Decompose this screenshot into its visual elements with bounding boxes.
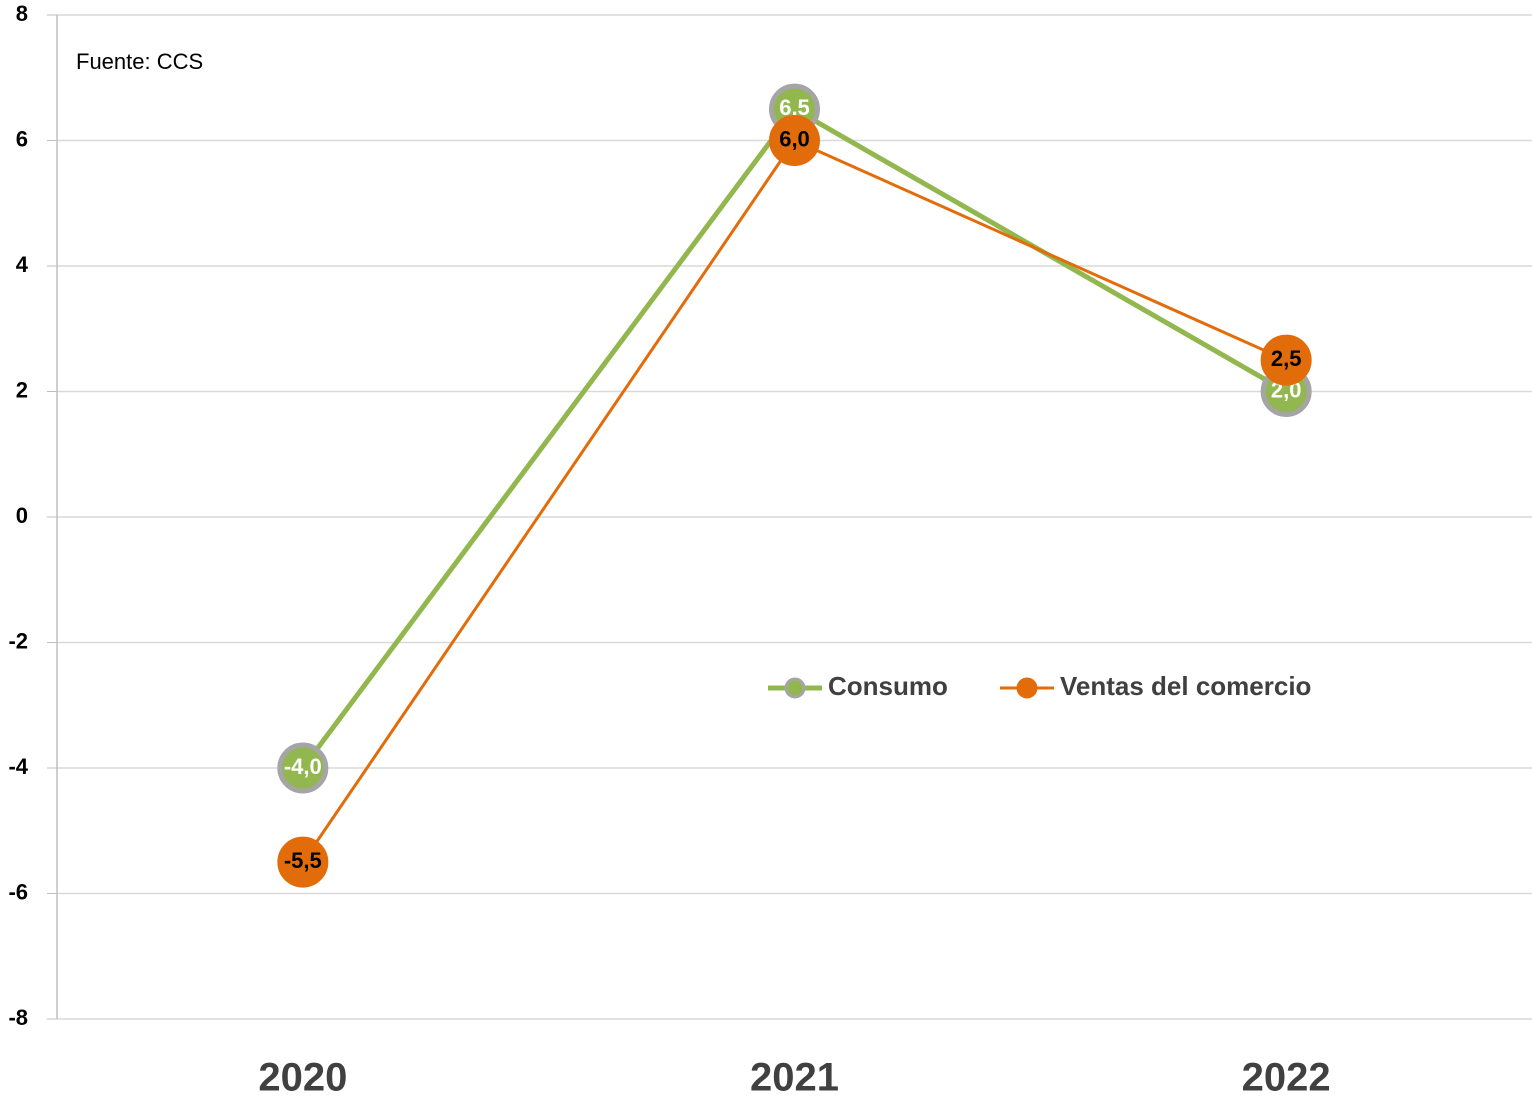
series-line [300, 105, 1288, 770]
y-tick-label: 0 [16, 503, 28, 528]
legend-label: Ventas del comercio [1060, 671, 1311, 701]
y-tick-label: 8 [16, 1, 28, 26]
series-line [301, 138, 1287, 863]
y-tick-label: -6 [8, 879, 28, 904]
y-tick-label: -2 [8, 628, 28, 653]
data-label: 6,0 [779, 126, 810, 151]
marker [277, 742, 329, 794]
legend-label: Consumo [828, 671, 948, 701]
y-tick-label: 6 [16, 126, 28, 151]
marker [1260, 334, 1312, 386]
annotation: Fuente: CCS [76, 49, 203, 74]
x-tick-label: 2020 [258, 1056, 347, 1100]
y-tick-label: -8 [8, 1005, 28, 1030]
y-tick-label: 2 [16, 377, 28, 402]
legend-marker [1016, 677, 1038, 699]
marker [769, 115, 820, 166]
data-label: -4,0 [284, 754, 322, 779]
x-tick-label: 2022 [1242, 1056, 1331, 1100]
legend-marker [784, 677, 806, 699]
marker [277, 836, 329, 888]
data-label: 2,5 [1271, 346, 1302, 371]
y-tick-label: -4 [8, 754, 28, 779]
x-tick-label: 2021 [750, 1056, 839, 1100]
data-label: -5,5 [284, 848, 322, 873]
y-tick-label: 4 [16, 252, 29, 277]
